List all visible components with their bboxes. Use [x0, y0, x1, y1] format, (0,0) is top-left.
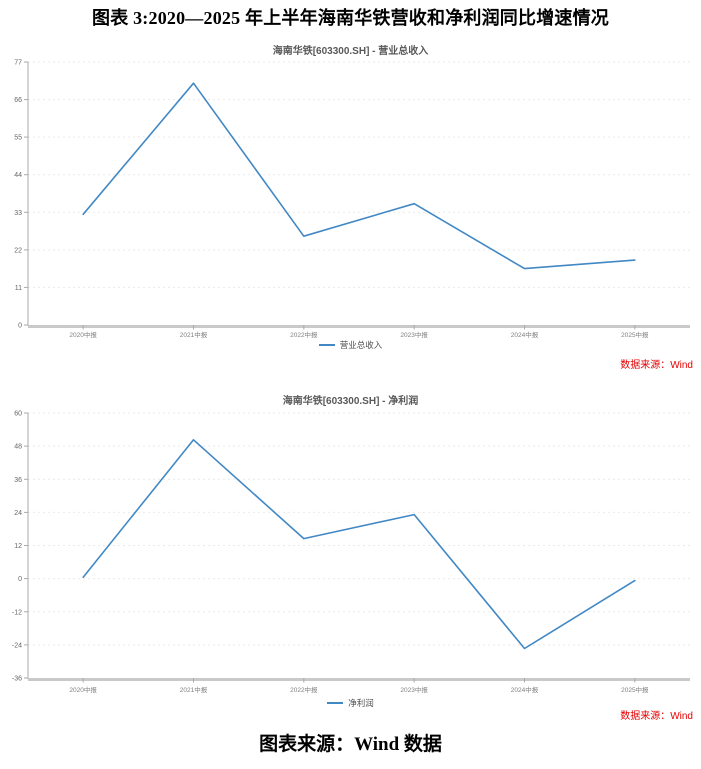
x-tick-label: 2021中报 — [180, 330, 208, 339]
y-tick-label: -36 — [12, 676, 22, 683]
x-tick-label: 2023中报 — [400, 330, 428, 339]
line-swatch — [327, 702, 344, 704]
y-tick-label: 22 — [14, 247, 22, 254]
series-line — [82, 438, 636, 650]
y-tick-label: 11 — [15, 285, 22, 292]
series-line — [82, 82, 636, 270]
figure-caption: 图表来源：Wind 数据 — [259, 734, 442, 755]
x-tick-label: 2022中报 — [290, 330, 318, 339]
y-tick-label: 24 — [14, 510, 22, 517]
x-tick-label: 2024中报 — [511, 330, 539, 339]
y-tick-label: 48 — [14, 444, 22, 451]
y-tick-label: -24 — [12, 642, 22, 649]
legend-label: 净利润 — [348, 698, 374, 708]
y-tick-label: -12 — [12, 609, 22, 616]
x-tick-label: 2020中报 — [69, 685, 97, 694]
y-tick-label: 0 — [18, 576, 22, 583]
profit-chart: -36 -24 -12 0 12 24 36 48 60 2020中报 2021中报 2022中报 20… — [12, 411, 690, 694]
x-tick-label: 2024中报 — [511, 685, 539, 694]
revenue-chart: 0 11 22 33 44 55 66 77 2020中报 2021中报 2022中报 2023中报 2… — [14, 60, 690, 339]
y-tick-label: 44 — [14, 172, 22, 179]
revenue-chart-title: 海南华铁[603300.SH] - 营业总收入 — [272, 46, 429, 57]
x-tick-label: 2022中报 — [290, 685, 318, 694]
y-tick-label: 66 — [14, 97, 22, 104]
y-tick-label: 0 — [18, 323, 22, 330]
revenue-source-note: 数据来源：Wind — [620, 360, 693, 371]
profit-source-note: 数据来源：Wind — [620, 711, 693, 722]
x-tick-label: 2020中报 — [69, 330, 97, 339]
profit-chart-title: 海南华铁[603300.SH] - 净利润 — [282, 396, 419, 407]
y-tick-label: 55 — [14, 135, 22, 142]
y-tick-label: 60 — [14, 411, 22, 418]
page-title: 图表 3:2020—2025 年上半年海南华铁营收和净利润同比增速情况 — [92, 8, 609, 28]
line-swatch — [318, 344, 335, 346]
revenue-chart-legend: 营业总收入 — [0, 340, 701, 350]
y-tick-label: 77 — [14, 60, 22, 67]
x-tick-label: 2025中报 — [621, 685, 649, 694]
x-tick-label: 2023中报 — [400, 685, 428, 694]
y-tick-label: 12 — [14, 543, 22, 550]
legend-label: 营业总收入 — [339, 340, 383, 350]
x-tick-label: 2021中报 — [180, 685, 208, 694]
profit-chart-legend: 净利润 — [0, 698, 701, 708]
y-tick-label: 36 — [14, 477, 22, 484]
x-tick-label: 2025中报 — [621, 330, 649, 339]
y-tick-label: 33 — [14, 210, 22, 217]
